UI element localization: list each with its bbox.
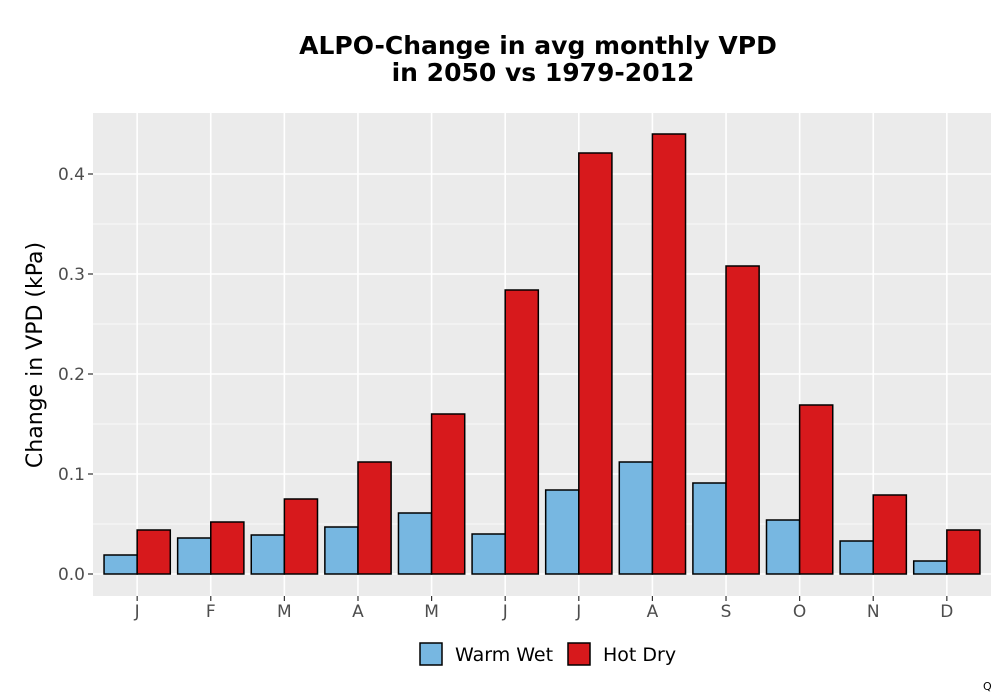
x-tick-label: O: [793, 602, 806, 622]
y-tick-label: 0.1: [58, 465, 85, 485]
legend-label: Hot Dry: [603, 644, 676, 666]
x-tick-label: D: [940, 602, 953, 622]
bar-warm-wet: [176, 537, 212, 575]
y-axis-ticks: 0.0 0.1 0.2 0.3 0.4: [58, 165, 93, 585]
bar-hot-dry: [578, 152, 613, 575]
bar-warm-wet: [471, 533, 506, 575]
x-tick-label: M: [424, 602, 439, 622]
bar-hot-dry: [946, 529, 981, 575]
x-tick-label: J: [134, 602, 140, 622]
bar-hot-dry: [725, 265, 760, 575]
legend: Warm Wet Hot Dry: [419, 642, 676, 666]
bar-warm-wet: [912, 560, 948, 575]
y-tick-label: 0.3: [58, 265, 85, 285]
corner-mark: Q: [983, 680, 992, 693]
x-tick-label: A: [352, 602, 364, 622]
bar-warm-wet: [324, 526, 359, 575]
bars: [103, 133, 981, 575]
x-tick-label: A: [647, 602, 659, 622]
bar-hot-dry: [210, 521, 245, 575]
chart-title-line-1: ALPO-Change in avg monthly VPD: [299, 31, 777, 60]
bar-hot-dry: [651, 133, 687, 575]
bar-hot-dry: [798, 404, 834, 575]
bar-warm-wet: [250, 534, 286, 575]
y-tick-label: 0.4: [58, 165, 85, 185]
chart-title-line-2: in 2050 vs 1979-2012: [392, 58, 695, 87]
y-tick-label: 0.0: [58, 565, 85, 585]
bar-warm-wet: [544, 489, 580, 575]
x-tick-label: F: [206, 602, 216, 622]
plot-panel: [93, 113, 991, 596]
bar-hot-dry: [872, 494, 908, 575]
bar-hot-dry: [283, 498, 319, 575]
bar-hot-dry: [430, 413, 466, 575]
bar-warm-wet: [397, 512, 433, 575]
bar-hot-dry: [136, 529, 172, 575]
x-tick-label: M: [277, 602, 292, 622]
bar-warm-wet: [618, 461, 654, 575]
x-tick-label: J: [502, 602, 508, 622]
bar-warm-wet: [692, 482, 727, 575]
legend-swatch: [567, 642, 591, 666]
bar-warm-wet: [103, 554, 138, 575]
x-tick-label: S: [721, 602, 732, 622]
bar-hot-dry: [357, 461, 392, 575]
x-tick-label: N: [867, 602, 880, 622]
bar-warm-wet: [839, 540, 874, 575]
x-tick-label: J: [575, 602, 581, 622]
legend-label: Warm Wet: [455, 644, 553, 666]
bar-hot-dry: [504, 289, 540, 575]
y-axis-title: Change in VPD (kPa): [23, 242, 48, 468]
y-tick-label: 0.2: [58, 365, 85, 385]
legend-swatch: [419, 642, 443, 666]
bar-warm-wet: [765, 519, 801, 575]
